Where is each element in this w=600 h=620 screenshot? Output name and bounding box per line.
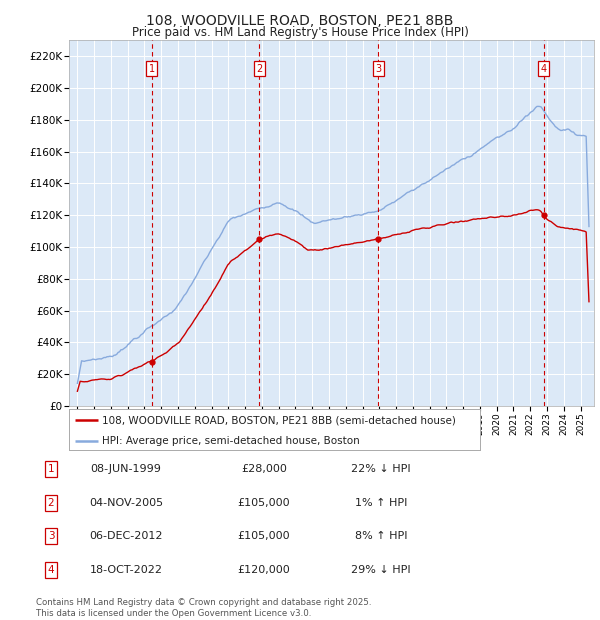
Text: 04-NOV-2005: 04-NOV-2005: [89, 498, 163, 508]
Text: 1: 1: [47, 464, 55, 474]
Text: Price paid vs. HM Land Registry's House Price Index (HPI): Price paid vs. HM Land Registry's House …: [131, 26, 469, 39]
Text: 1: 1: [149, 64, 155, 74]
Text: £105,000: £105,000: [238, 498, 290, 508]
Text: 108, WOODVILLE ROAD, BOSTON, PE21 8BB: 108, WOODVILLE ROAD, BOSTON, PE21 8BB: [146, 14, 454, 28]
Text: HPI: Average price, semi-detached house, Boston: HPI: Average price, semi-detached house,…: [102, 436, 359, 446]
Text: 18-OCT-2022: 18-OCT-2022: [89, 565, 163, 575]
Text: £105,000: £105,000: [238, 531, 290, 541]
Text: 4: 4: [47, 565, 55, 575]
Text: £28,000: £28,000: [241, 464, 287, 474]
Text: 22% ↓ HPI: 22% ↓ HPI: [351, 464, 411, 474]
Text: 06-DEC-2012: 06-DEC-2012: [89, 531, 163, 541]
Text: 29% ↓ HPI: 29% ↓ HPI: [351, 565, 411, 575]
Text: 2: 2: [47, 498, 55, 508]
Text: 3: 3: [47, 531, 55, 541]
Text: 3: 3: [375, 64, 381, 74]
Text: Contains HM Land Registry data © Crown copyright and database right 2025.
This d: Contains HM Land Registry data © Crown c…: [36, 598, 371, 618]
Text: 4: 4: [541, 64, 547, 74]
Text: 1% ↑ HPI: 1% ↑ HPI: [355, 498, 407, 508]
Text: 2: 2: [256, 64, 262, 74]
Text: £120,000: £120,000: [238, 565, 290, 575]
Text: 108, WOODVILLE ROAD, BOSTON, PE21 8BB (semi-detached house): 108, WOODVILLE ROAD, BOSTON, PE21 8BB (s…: [102, 415, 456, 425]
Text: 8% ↑ HPI: 8% ↑ HPI: [355, 531, 407, 541]
Text: 08-JUN-1999: 08-JUN-1999: [91, 464, 161, 474]
